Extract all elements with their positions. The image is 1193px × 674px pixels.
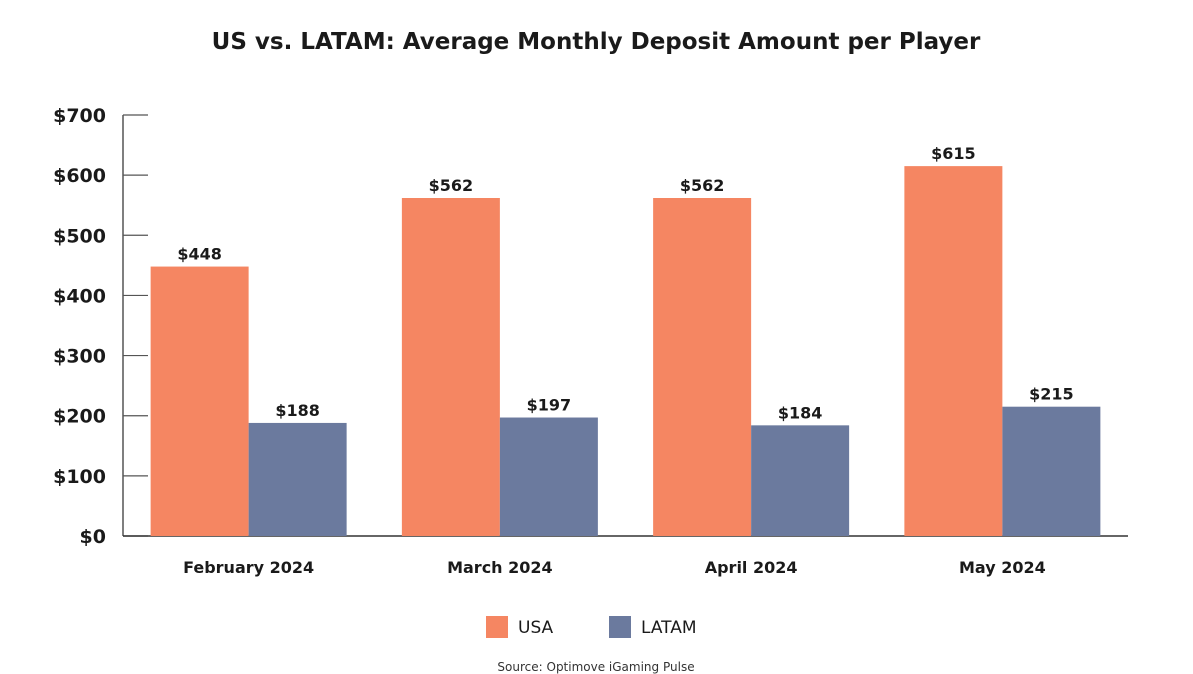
data-label-latam-4: $215 (1029, 385, 1074, 404)
legend-label-latam: LATAM (641, 618, 697, 638)
y-tick-label: $400 (53, 285, 106, 307)
bar-latam-1 (248, 422, 347, 536)
y-tick-label: $100 (53, 466, 106, 488)
source-note: Source: Optimove iGaming Pulse (497, 660, 694, 674)
y-tick-label: $700 (53, 105, 106, 127)
legend-swatch-usa (486, 616, 508, 638)
bar-latam-2 (499, 417, 598, 536)
y-tick-label: $0 (80, 526, 106, 548)
bar-latam-3 (751, 425, 850, 536)
bar-latam-4 (1002, 406, 1101, 536)
bar-usa-3 (653, 197, 752, 537)
x-tick-label: March 2024 (447, 558, 553, 577)
data-label-usa-3: $562 (680, 176, 725, 195)
legend-label-usa: USA (518, 618, 554, 638)
data-label-usa-2: $562 (429, 176, 474, 195)
x-tick-label: April 2024 (705, 558, 798, 577)
y-tick-label: $600 (53, 165, 106, 187)
chart-title: US vs. LATAM: Average Monthly Deposit Am… (212, 29, 981, 55)
y-tick-label: $500 (53, 225, 106, 247)
x-tick-label: May 2024 (959, 558, 1046, 577)
data-labels: $448 $188 $562 $197 $562 $184 $615 $215 (177, 144, 1073, 422)
legend-swatch-latam (609, 616, 631, 638)
y-tick-label: $300 (53, 346, 106, 368)
data-label-latam-2: $197 (527, 396, 572, 415)
data-label-latam-3: $184 (778, 403, 823, 422)
x-tick-label: February 2024 (183, 558, 314, 577)
legend: USA LATAM (486, 616, 697, 638)
data-label-latam-1: $188 (275, 401, 320, 420)
x-axis: February 2024 March 2024 April 2024 May 202… (123, 535, 1128, 577)
bar-usa-4 (904, 166, 1003, 536)
bars (150, 166, 1101, 537)
bar-usa-1 (150, 266, 249, 536)
y-axis: $0 $100 $200 $300 $400 $500 $600 $700 (53, 105, 148, 548)
data-label-usa-1: $448 (177, 245, 222, 264)
bar-usa-2 (401, 197, 500, 537)
data-label-usa-4: $615 (931, 144, 976, 163)
y-tick-label: $200 (53, 406, 106, 428)
